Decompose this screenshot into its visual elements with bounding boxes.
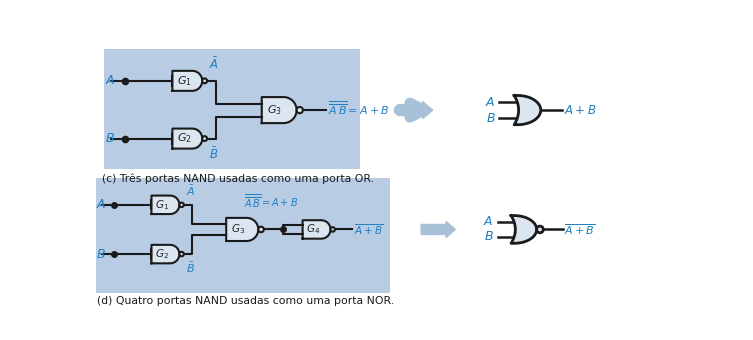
Circle shape — [179, 252, 184, 256]
Text: (d) Quatro portas NAND usadas como uma porta NOR.: (d) Quatro portas NAND usadas como uma p… — [96, 296, 394, 306]
Polygon shape — [172, 71, 203, 91]
Text: $\bar{A}$: $\bar{A}$ — [209, 57, 219, 72]
Polygon shape — [151, 195, 179, 214]
Text: $A$: $A$ — [105, 74, 115, 87]
Text: $\bar{B}$: $\bar{B}$ — [186, 261, 195, 275]
FancyArrow shape — [398, 102, 433, 119]
Text: $A$: $A$ — [483, 216, 494, 228]
Polygon shape — [262, 97, 297, 123]
Text: $G_1$: $G_1$ — [177, 74, 191, 88]
Text: $A$: $A$ — [96, 198, 107, 211]
Text: $B$: $B$ — [105, 132, 114, 145]
Circle shape — [203, 79, 207, 83]
Text: $G_3$: $G_3$ — [267, 103, 282, 117]
Circle shape — [258, 227, 264, 232]
Circle shape — [179, 203, 184, 207]
Text: $B$: $B$ — [484, 231, 494, 243]
FancyBboxPatch shape — [104, 49, 360, 169]
Text: $A$: $A$ — [485, 96, 495, 109]
Text: $G_1$: $G_1$ — [155, 198, 169, 212]
Text: $\overline{\overline{A}\,\overline{B}}=A+B$: $\overline{\overline{A}\,\overline{B}}=A… — [328, 100, 390, 117]
Text: $A+B$: $A+B$ — [564, 104, 596, 117]
Text: $\bar{B}$: $\bar{B}$ — [209, 147, 218, 163]
Text: $G_4$: $G_4$ — [306, 223, 321, 236]
Polygon shape — [172, 129, 203, 149]
Text: $G_2$: $G_2$ — [177, 132, 191, 146]
Text: $B$: $B$ — [96, 248, 106, 260]
FancyArrow shape — [421, 221, 456, 238]
Text: $\bar{A}$: $\bar{A}$ — [186, 184, 196, 198]
Text: $G_3$: $G_3$ — [231, 223, 245, 236]
Text: $\overline{\overline{A}\,\overline{B}}=A+B$: $\overline{\overline{A}\,\overline{B}}=A… — [244, 192, 298, 210]
Text: (c) Três portas NAND usadas como uma porta OR.: (c) Três portas NAND usadas como uma por… — [102, 173, 373, 184]
Polygon shape — [511, 216, 537, 243]
Polygon shape — [151, 245, 179, 263]
Text: $\overline{A+B}$: $\overline{A+B}$ — [354, 222, 383, 237]
Text: $B$: $B$ — [486, 112, 495, 124]
Polygon shape — [514, 96, 541, 125]
FancyBboxPatch shape — [96, 178, 390, 293]
Circle shape — [203, 136, 207, 141]
Text: $\overline{A+B}$: $\overline{A+B}$ — [564, 222, 596, 237]
Circle shape — [331, 227, 335, 232]
Polygon shape — [226, 218, 258, 241]
Circle shape — [297, 107, 303, 113]
Text: $G_2$: $G_2$ — [155, 247, 169, 261]
Polygon shape — [303, 220, 331, 239]
Circle shape — [537, 226, 544, 233]
